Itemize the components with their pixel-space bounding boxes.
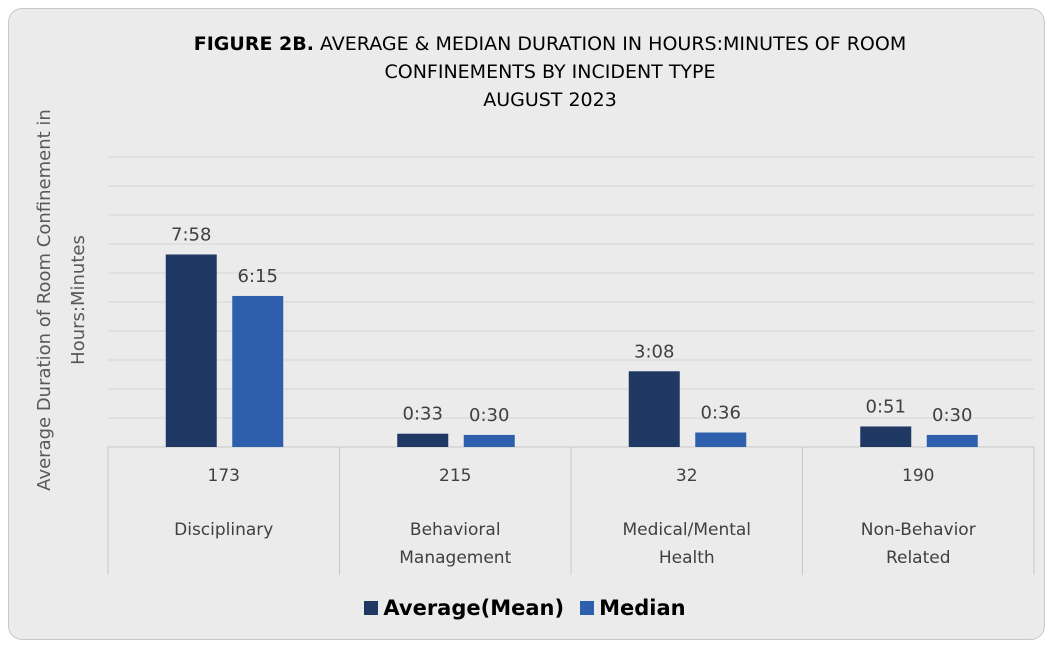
bar: [165, 254, 217, 447]
incident-count: 190: [902, 466, 935, 486]
bar: [397, 433, 449, 447]
legend: Average(Mean) Median: [0, 596, 1050, 620]
legend-item: Median: [580, 596, 686, 620]
bar: [695, 432, 747, 447]
legend-swatch: [364, 601, 379, 615]
incident-count: 32: [675, 466, 698, 486]
title-label: FIGURE 2B.: [193, 33, 314, 55]
data-label: 0:33: [403, 404, 443, 425]
data-label: 7:58: [171, 224, 211, 245]
legend-item: Average(Mean): [364, 596, 564, 620]
x-tick-label: Medical/Mental Health: [622, 520, 752, 568]
legend-swatch: [580, 601, 595, 615]
bar: [463, 434, 515, 447]
chart-title: FIGURE 2B. AVERAGE & MEDIAN DURATION IN …: [130, 30, 970, 114]
data-label: 0:30: [932, 405, 972, 426]
legend-label: Median: [599, 596, 686, 620]
incident-count: 215: [439, 466, 472, 486]
bar: [860, 426, 912, 447]
incident-count: 173: [207, 466, 240, 486]
data-label: 0:51: [866, 396, 906, 417]
bar: [926, 434, 978, 447]
data-label: 6:15: [238, 266, 278, 287]
x-tick-label: Disciplinary: [174, 520, 274, 540]
legend-label: Average(Mean): [383, 596, 565, 620]
subtitle: AUGUST 2023: [483, 89, 617, 111]
x-tick-label: Non-Behavior Related: [860, 520, 976, 568]
data-label: 0:30: [469, 405, 509, 426]
x-tick-label: Behavioral Management: [399, 520, 512, 568]
title-text: AVERAGE & MEDIAN DURATION IN HOURS:MINUT…: [320, 33, 907, 83]
bar: [232, 295, 284, 447]
data-label: 3:08: [634, 341, 674, 362]
bar: [628, 371, 680, 447]
data-label: 0:36: [701, 403, 741, 424]
